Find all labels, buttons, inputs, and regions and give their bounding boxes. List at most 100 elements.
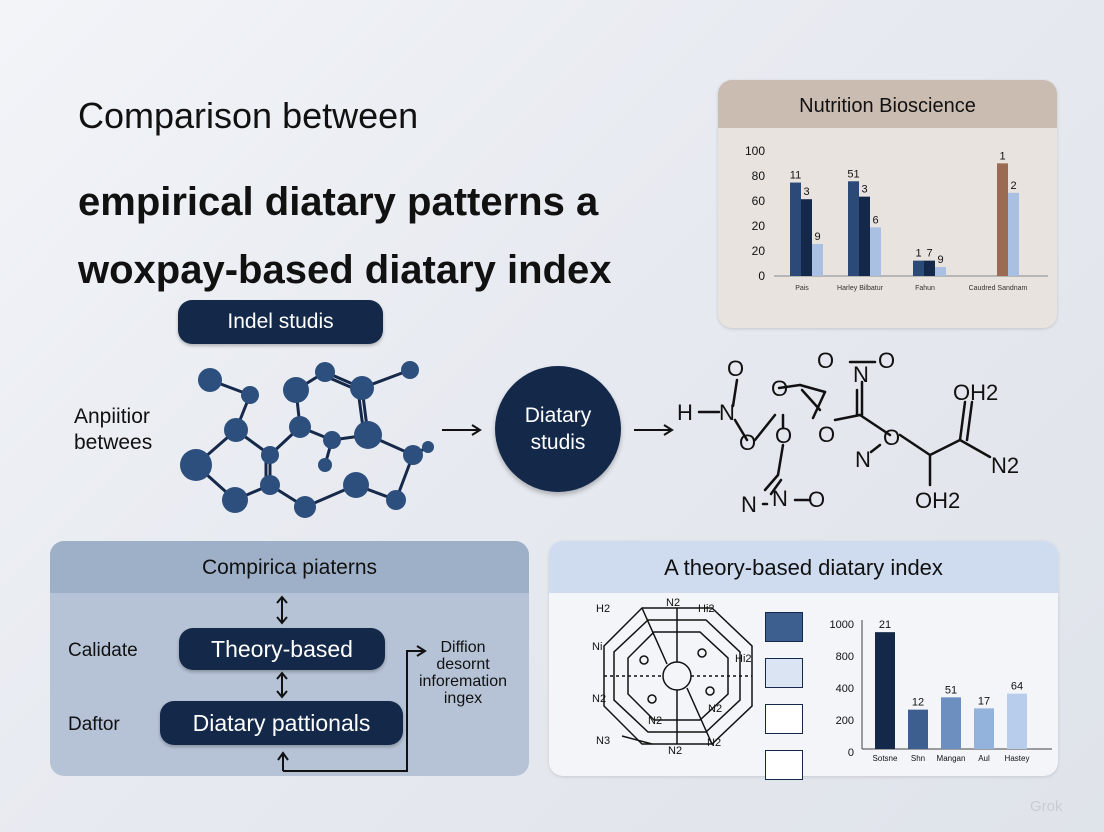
legend-box-1 bbox=[765, 612, 803, 642]
legend-boxes bbox=[765, 612, 803, 780]
octagon-label-hi2-top: Hi2 bbox=[698, 603, 715, 615]
side-note-line-2: desornt bbox=[436, 656, 490, 673]
br-data-label: 17 bbox=[978, 695, 990, 707]
nb-bar bbox=[935, 267, 946, 276]
chem-label-o9: O bbox=[883, 425, 900, 450]
nb-data-label: 9 bbox=[814, 231, 820, 243]
br-bar bbox=[941, 697, 961, 749]
br-bar bbox=[908, 709, 928, 749]
legend-box-4 bbox=[765, 750, 803, 780]
octagon-label-ni: Ni bbox=[592, 641, 602, 653]
br-x-tick: Mangan bbox=[937, 754, 966, 763]
side-note-line-1: Diffion bbox=[440, 639, 486, 656]
nb-data-label: 1 bbox=[999, 150, 1005, 162]
nb-bar bbox=[924, 260, 935, 276]
chem-label-n1: N bbox=[719, 400, 735, 425]
nutrition-bar-chart: 100 80 60 20 20 0 Pais Harley Bilbatur Fahun Caud… bbox=[745, 144, 1048, 292]
diatary-pattionals-pill: Diatary pattionals bbox=[160, 701, 403, 745]
double-arrow-top-icon bbox=[276, 595, 288, 625]
nb-y-tick: 100 bbox=[745, 144, 765, 158]
octagon-structure-diagram: H2 N2 Hi2 Ni Hi2 N2 N2 N2 N2 N3 N2 bbox=[592, 597, 753, 756]
molecule-network bbox=[180, 361, 434, 518]
chem-label-o2: O bbox=[739, 430, 756, 455]
octagon-label-n2-left: N2 bbox=[592, 693, 606, 705]
chem-label-o5: O bbox=[808, 487, 825, 512]
double-arrow-middle-icon bbox=[276, 671, 288, 699]
left-side-label: Anpiitior betwees bbox=[74, 404, 152, 456]
nb-y-tick: 80 bbox=[752, 169, 766, 183]
chem-label-n5: N bbox=[855, 447, 871, 472]
diatary-studis-node: Diatary studis bbox=[495, 366, 621, 492]
theory-based-pill: Theory-based bbox=[179, 628, 385, 670]
br-x-tick: Hastey bbox=[1005, 754, 1030, 763]
br-bar bbox=[875, 632, 895, 749]
side-note-line-4: ingex bbox=[443, 690, 483, 707]
chem-label-oh2-top: OH2 bbox=[953, 380, 998, 405]
nb-data-label: 3 bbox=[861, 184, 867, 196]
nb-x-tick: Pais bbox=[795, 285, 809, 292]
br-data-label: 64 bbox=[1011, 681, 1023, 693]
nb-data-label: 7 bbox=[926, 248, 932, 260]
nb-bar bbox=[997, 163, 1008, 276]
nb-bar bbox=[790, 182, 801, 276]
nb-y-tick: 20 bbox=[752, 244, 766, 258]
br-x-tick: Shn bbox=[911, 754, 925, 763]
chem-label-o8: O bbox=[818, 422, 835, 447]
chem-label-o7: O bbox=[878, 348, 895, 373]
chem-label-n2: N bbox=[741, 492, 757, 517]
theory-index-bar-chart: 1000 800 400 200 0 21 Sotsne 12 Shn 51 Mangan 17 Aul… bbox=[830, 619, 1052, 763]
title-line-3: woxpay-based diatary index bbox=[78, 248, 612, 292]
chem-label-n2-right: N2 bbox=[991, 453, 1019, 478]
nb-y-tick: 60 bbox=[752, 194, 766, 208]
nb-bar bbox=[913, 260, 924, 276]
nb-bar bbox=[1008, 192, 1019, 276]
center-node-line-1: Diatary bbox=[524, 404, 592, 427]
bottom-right-title: A theory-based diatary index bbox=[549, 541, 1058, 593]
octagon-label-n3: N3 bbox=[596, 735, 610, 747]
indel-studis-pill: Indel studis bbox=[178, 300, 383, 344]
br-y-tick: 400 bbox=[836, 683, 854, 695]
legend-box-2 bbox=[765, 658, 803, 688]
nb-x-tick: Caudred Sandnam bbox=[969, 285, 1028, 292]
calidate-label: Calidate bbox=[68, 640, 138, 661]
nb-bar bbox=[812, 244, 823, 276]
nb-x-tick: Harley Bilbatur bbox=[837, 285, 884, 292]
chem-label-n4: N bbox=[853, 362, 869, 387]
br-y-tick: 200 bbox=[836, 715, 854, 727]
side-note: Diffion desornt inforemation ingex bbox=[413, 639, 513, 707]
nb-y-tick: 0 bbox=[758, 269, 765, 283]
br-y-tick: 1000 bbox=[830, 619, 854, 631]
nb-data-label: 9 bbox=[937, 254, 943, 266]
chem-label-n3: N bbox=[772, 486, 788, 511]
nb-data-label: 51 bbox=[847, 168, 859, 180]
chem-label-h: H bbox=[677, 400, 693, 425]
grok-watermark: Grok bbox=[1030, 798, 1063, 815]
br-x-tick: Sotsne bbox=[873, 754, 898, 763]
octagon-label-hi2-right: Hi2 bbox=[735, 653, 752, 665]
chem-label-o4: O bbox=[775, 423, 792, 448]
chemical-structure: H N O O O O N N O O N O O O N OH2 N2 OH2 bbox=[677, 348, 1019, 517]
octagon-label-n2-bottom: N2 bbox=[707, 737, 721, 749]
nb-bar bbox=[870, 227, 881, 276]
br-bar bbox=[1007, 693, 1027, 749]
title-heading: empirical diatary patterns a woxpay-base… bbox=[78, 168, 612, 304]
chem-label-o6: O bbox=[817, 348, 834, 373]
br-y-tick: 800 bbox=[836, 651, 854, 663]
nb-data-label: 3 bbox=[803, 186, 809, 198]
nb-bar bbox=[859, 196, 870, 276]
nutrition-bioscience-card: Nutrition Bioscience 100 80 60 20 20 0 Pais Har… bbox=[718, 80, 1057, 328]
title-line-1: Comparison between bbox=[78, 95, 419, 136]
left-label-line-2: betwees bbox=[74, 431, 153, 454]
nb-data-label: 11 bbox=[790, 170, 801, 182]
nb-data-label: 1 bbox=[915, 248, 921, 260]
center-node-line-2: studis bbox=[530, 431, 586, 454]
br-x-tick: Aul bbox=[978, 754, 990, 763]
br-data-label: 51 bbox=[945, 684, 957, 696]
br-data-label: 12 bbox=[912, 697, 924, 709]
br-data-label: 21 bbox=[879, 619, 891, 631]
octagon-label-n2-top: N2 bbox=[666, 597, 680, 609]
octagon-label-h2: H2 bbox=[596, 603, 610, 615]
br-bar bbox=[974, 708, 994, 749]
chem-label-oh2-bottom: OH2 bbox=[915, 488, 960, 513]
nb-x-tick: Fahun bbox=[915, 285, 935, 292]
